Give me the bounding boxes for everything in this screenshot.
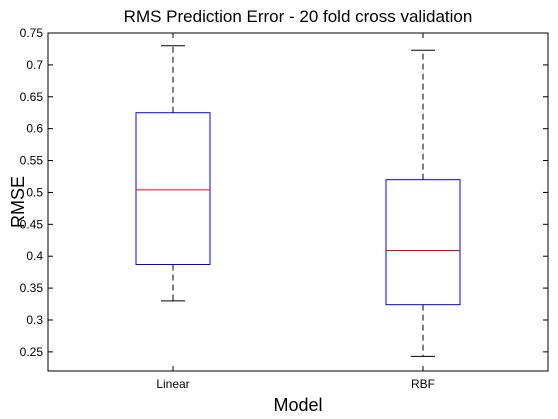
y-tick-label: 0.35 bbox=[20, 281, 44, 295]
chart-title: RMS Prediction Error - 20 fold cross val… bbox=[124, 7, 473, 26]
y-tick-label: 0.65 bbox=[20, 90, 44, 104]
y-tick-label: 0.55 bbox=[20, 154, 44, 168]
y-tick-label: 0.3 bbox=[26, 313, 43, 327]
y-tick-label: 0.7 bbox=[26, 58, 43, 72]
y-tick-label: 0.4 bbox=[26, 249, 43, 263]
x-tick-label: RBF bbox=[411, 377, 435, 391]
x-axis-label: Model bbox=[273, 395, 322, 415]
y-tick-label: 0.6 bbox=[26, 122, 43, 136]
y-tick-label: 0.25 bbox=[20, 345, 44, 359]
y-axis-label: RMSE bbox=[8, 176, 28, 228]
y-tick-label: 0.75 bbox=[20, 26, 44, 40]
y-tick-label: 0.5 bbox=[26, 185, 43, 199]
x-tick-label: Linear bbox=[156, 377, 189, 391]
plot-area bbox=[48, 33, 548, 371]
